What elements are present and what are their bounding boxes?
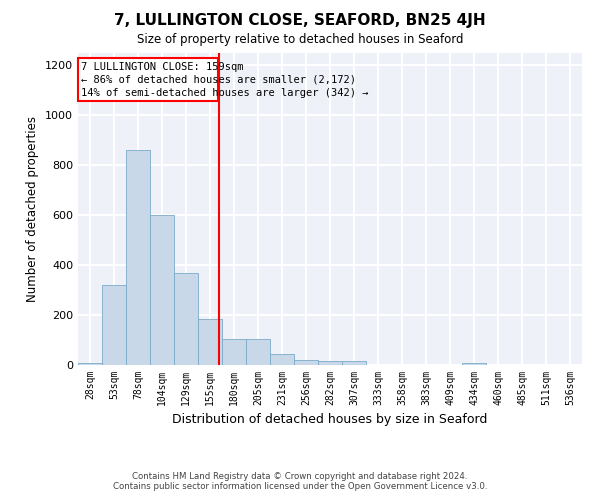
Bar (246, 339, 270, 365)
Bar (342, 361, 366, 365)
Bar (270, 354, 294, 365)
Bar (102, 285, 126, 365)
FancyBboxPatch shape (79, 58, 218, 101)
Text: Contains HM Land Registry data © Crown copyright and database right 2024.
Contai: Contains HM Land Registry data © Crown c… (113, 472, 487, 491)
Bar (318, 361, 342, 365)
Bar (198, 319, 222, 365)
Bar (294, 360, 318, 365)
Text: Size of property relative to detached houses in Seaford: Size of property relative to detached ho… (137, 32, 463, 46)
Text: ← 86% of detached houses are smaller (2,172): ← 86% of detached houses are smaller (2,… (82, 75, 356, 85)
Y-axis label: Number of detached properties: Number of detached properties (26, 116, 40, 302)
Bar (462, 362, 486, 365)
Bar (126, 150, 150, 365)
Text: 7 LULLINGTON CLOSE: 159sqm: 7 LULLINGTON CLOSE: 159sqm (82, 62, 244, 72)
Bar (78, 362, 102, 365)
Bar (174, 272, 198, 365)
Bar (150, 215, 174, 365)
Text: 7, LULLINGTON CLOSE, SEAFORD, BN25 4JH: 7, LULLINGTON CLOSE, SEAFORD, BN25 4JH (114, 12, 486, 28)
X-axis label: Distribution of detached houses by size in Seaford: Distribution of detached houses by size … (172, 414, 488, 426)
Bar (222, 339, 246, 365)
Text: 14% of semi-detached houses are larger (342) →: 14% of semi-detached houses are larger (… (82, 88, 369, 98)
